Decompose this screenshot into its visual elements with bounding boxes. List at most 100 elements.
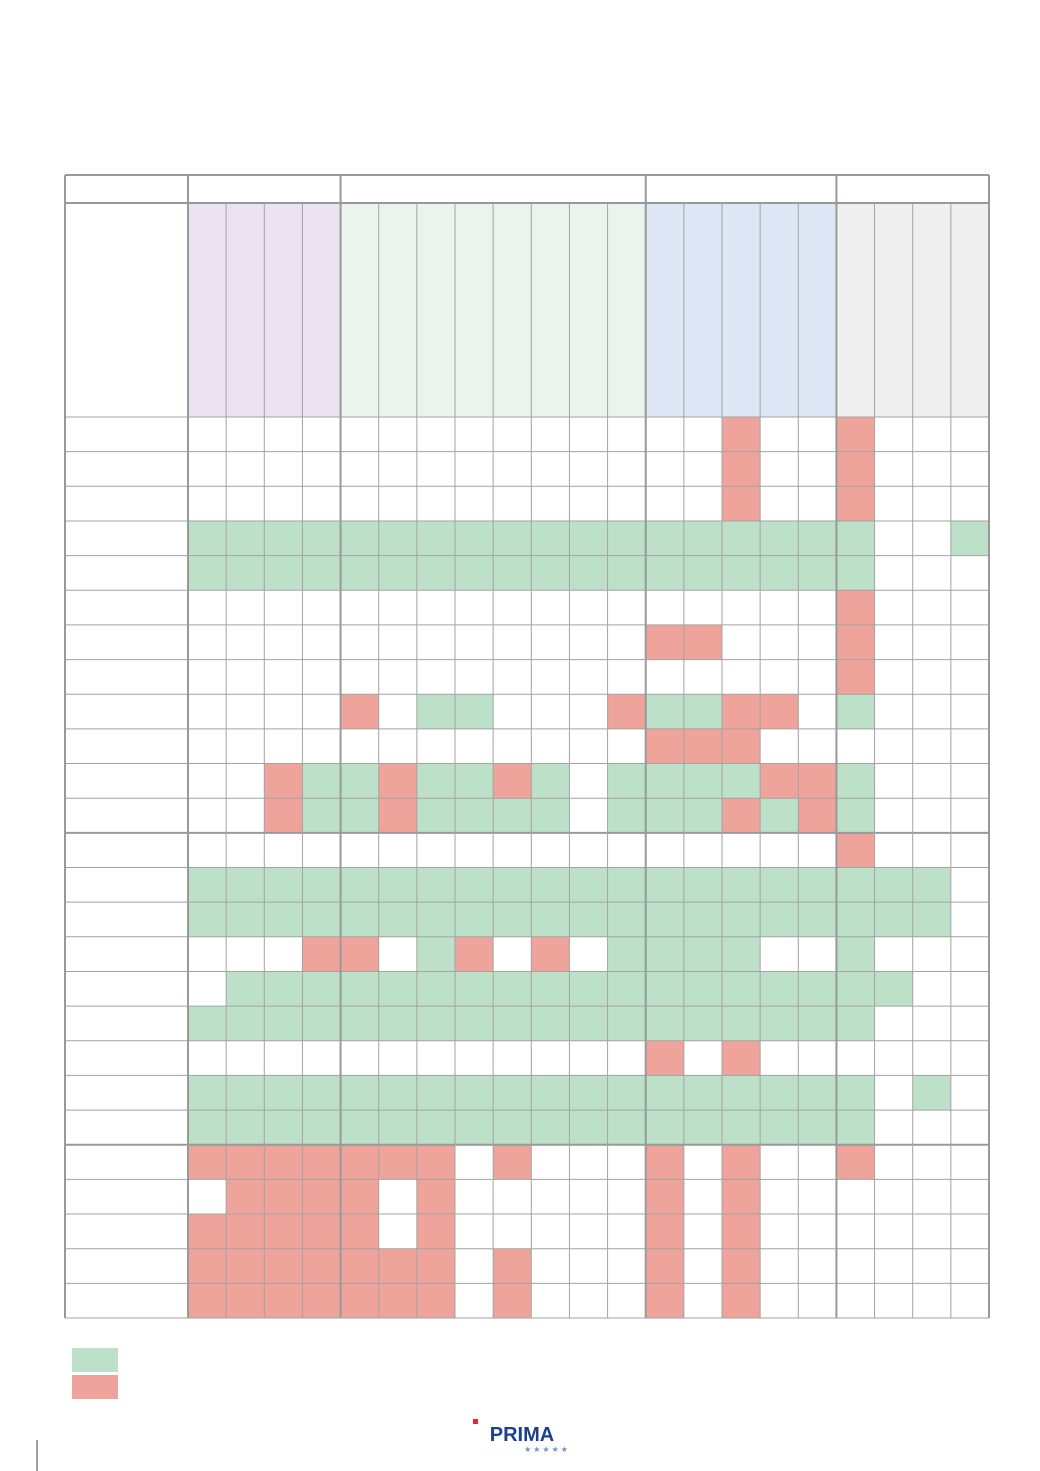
cell [836, 1248, 875, 1284]
cell [455, 763, 494, 799]
cell [416, 763, 455, 799]
cell [836, 936, 875, 972]
legend [72, 1348, 118, 1399]
cell [645, 1179, 684, 1215]
cell [683, 1248, 722, 1284]
cell [455, 1006, 494, 1041]
cell [226, 867, 265, 903]
cell [874, 798, 913, 833]
cell [531, 1179, 570, 1215]
cell [760, 1006, 799, 1041]
cell [950, 902, 989, 937]
cell [531, 1040, 570, 1076]
cell [950, 451, 989, 487]
cell [645, 486, 684, 521]
cell [683, 590, 722, 625]
cell [722, 1006, 761, 1041]
cell [607, 936, 646, 972]
cell [378, 902, 417, 937]
cell [874, 1144, 913, 1180]
cell [760, 728, 799, 764]
cell [340, 1075, 379, 1111]
cell [455, 728, 494, 764]
cell [760, 486, 799, 521]
cell [226, 1214, 265, 1249]
cell [912, 902, 951, 937]
cell [264, 1006, 303, 1041]
cell [798, 971, 837, 1007]
cell [264, 936, 303, 972]
cell [798, 520, 837, 556]
cell [569, 763, 608, 799]
cell [455, 1144, 494, 1180]
cell [836, 1110, 875, 1145]
cell [264, 1214, 303, 1249]
cell [912, 694, 951, 729]
cell [798, 590, 837, 625]
cell [226, 1006, 265, 1041]
cell [378, 1179, 417, 1215]
cell [264, 1075, 303, 1111]
cell [760, 832, 799, 868]
cell [950, 1214, 989, 1249]
cell [683, 763, 722, 799]
cell [569, 1040, 608, 1076]
cell [874, 936, 913, 972]
cell [264, 832, 303, 868]
cell [607, 694, 646, 729]
cell [531, 451, 570, 487]
cell [912, 1006, 951, 1041]
cell [836, 832, 875, 868]
cell [455, 555, 494, 591]
cell [188, 763, 227, 799]
cell [188, 867, 227, 903]
cell [493, 936, 532, 972]
cell [340, 1179, 379, 1215]
cell [340, 936, 379, 972]
cell [226, 451, 265, 487]
cell [950, 659, 989, 695]
cell [722, 728, 761, 764]
cell [722, 971, 761, 1007]
cell [645, 1110, 684, 1145]
cell [760, 1144, 799, 1180]
cell [188, 936, 227, 972]
cell [645, 555, 684, 591]
cell [455, 1248, 494, 1284]
cell [416, 659, 455, 695]
cell [836, 451, 875, 487]
cell [798, 1040, 837, 1076]
cell [340, 1110, 379, 1145]
cell [683, 1144, 722, 1180]
cell [264, 798, 303, 833]
cell [416, 624, 455, 660]
cell [340, 902, 379, 937]
cell [531, 486, 570, 521]
cell [378, 763, 417, 799]
cell [722, 1075, 761, 1111]
cell [378, 832, 417, 868]
cell [493, 555, 532, 591]
cell [683, 624, 722, 660]
cell [569, 1144, 608, 1180]
cell [607, 1006, 646, 1041]
cell [264, 451, 303, 487]
cell [874, 1283, 913, 1318]
cell [302, 763, 341, 799]
cell [683, 1040, 722, 1076]
cell [874, 728, 913, 764]
cell [493, 1040, 532, 1076]
cell [416, 555, 455, 591]
cell [340, 1248, 379, 1284]
cell [836, 1006, 875, 1041]
cell [416, 451, 455, 487]
cell [722, 659, 761, 695]
cell [455, 1075, 494, 1111]
cell [302, 486, 341, 521]
cell [683, 694, 722, 729]
cell [569, 590, 608, 625]
cell [950, 1040, 989, 1076]
cell [378, 1144, 417, 1180]
cell [874, 1179, 913, 1215]
cell [645, 798, 684, 833]
